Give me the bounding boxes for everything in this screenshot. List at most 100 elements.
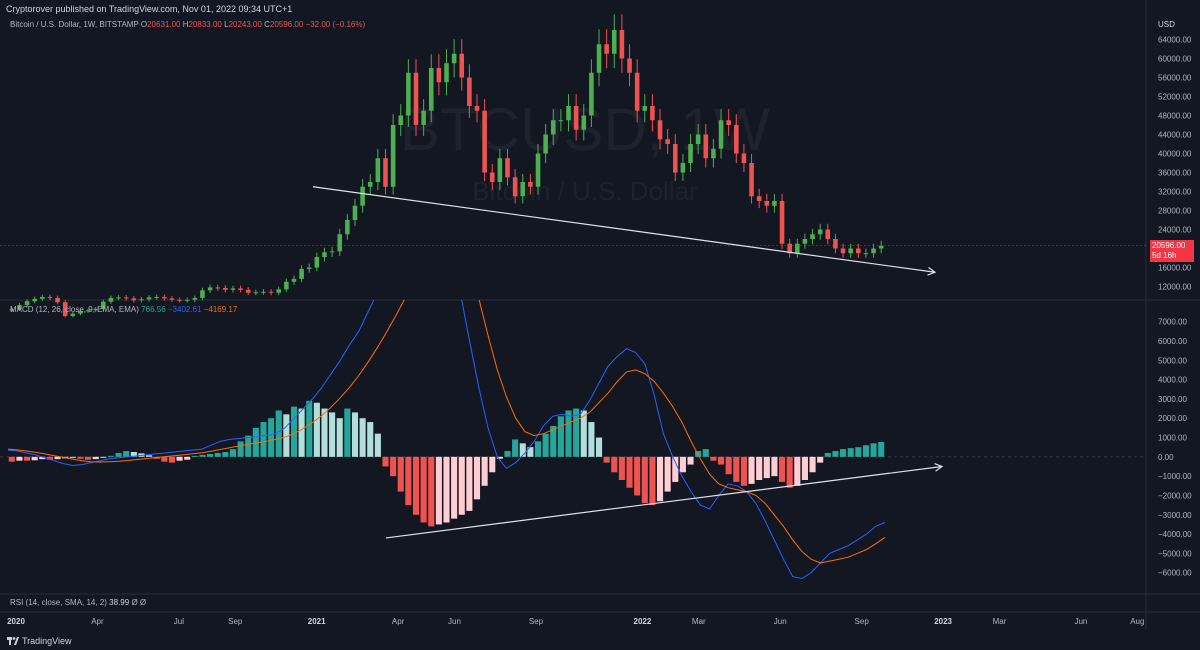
footer-bar: TradingView (0, 632, 1200, 650)
macd-histogram-bar (672, 456, 679, 482)
macd-histogram-bar (130, 452, 137, 457)
candle-body (238, 288, 243, 290)
candle-body (200, 290, 205, 298)
macd-axis-tick: 6000.00 (1158, 337, 1187, 346)
price-axis-tick: 48000.00 (1158, 112, 1192, 121)
symbol-legend[interactable]: Bitcoin / U.S. Dollar, 1W, BITSTAMP O206… (10, 20, 365, 29)
candle-body (871, 248, 876, 254)
macd-histogram-bar (39, 456, 46, 460)
time-axis-tick: Jun (448, 617, 461, 626)
macd-histogram-bar (222, 452, 229, 457)
candle-body (32, 298, 37, 302)
price-trendline-arrow (927, 267, 937, 276)
macd-histogram-bar (664, 456, 671, 492)
macd-histogram-bar (329, 412, 336, 457)
time-axis-tick: Sep (855, 617, 870, 626)
candle-body (421, 110, 426, 125)
candle-body (520, 182, 526, 197)
macd-histogram-bar (245, 435, 252, 457)
candle-body (596, 44, 602, 73)
macd-histogram-bar (527, 447, 534, 457)
macd-histogram-bar (557, 416, 564, 457)
candle-body (146, 297, 152, 300)
macd-histogram-bar (496, 456, 503, 459)
candle-body (718, 120, 724, 149)
candle-body (413, 72, 419, 125)
macd-histogram-bar (16, 456, 23, 461)
macd-histogram-bar (786, 456, 793, 488)
candle-body (817, 229, 823, 235)
macd-histogram-bar (252, 427, 259, 457)
macd-histogram-bar (428, 456, 435, 527)
macd-axis-tick: 3000.00 (1158, 395, 1187, 404)
macd-histogram-bar (283, 414, 290, 457)
candle-body (108, 297, 114, 302)
macd-signal-value: −4169.17 (203, 305, 238, 314)
macd-histogram-bar (626, 456, 633, 488)
macd-histogram-bar (656, 456, 664, 502)
candle-body (779, 201, 785, 244)
candle-body (474, 106, 480, 111)
macd-histogram-bar (458, 456, 465, 515)
macd-histogram-bar (275, 410, 282, 457)
macd-histogram-bar (184, 456, 191, 460)
macd-histogram-bar (679, 456, 686, 473)
macd-histogram-bar (100, 456, 107, 458)
macd-histogram-bar (550, 425, 557, 457)
high-label: H (182, 20, 189, 29)
macd-histogram-bar (504, 451, 511, 457)
candle-body (688, 144, 693, 163)
tradingview-logo-icon (7, 637, 19, 645)
macd-histogram-bar (176, 456, 183, 461)
time-axis-tick: Mar (692, 617, 706, 626)
macd-legend[interactable]: MACD (12, 26, close, 9, EMA, EMA) 766.56… (10, 305, 237, 314)
macd-histogram-bar (313, 402, 320, 457)
macd-histogram-bar (641, 456, 648, 504)
macd-histogram-bar (512, 439, 519, 457)
macd-histogram-bar (817, 456, 824, 463)
macd-histogram-bar (649, 456, 656, 506)
candle-body (840, 248, 846, 254)
candle-body (657, 120, 663, 140)
candle-body (451, 53, 457, 64)
rsi-legend[interactable]: RSI (14, close, SMA, 14, 2) 38.99 Ø Ø (10, 598, 146, 607)
macd-histogram-value: 766.56 (141, 305, 166, 314)
candle-body (627, 58, 632, 73)
macd-axis-tick: −2000.00 (1158, 491, 1192, 500)
candle-body (154, 296, 159, 298)
candle-body (207, 287, 213, 291)
macd-histogram-bar (397, 456, 404, 492)
candle-body (276, 289, 282, 293)
candle-body (192, 297, 198, 300)
candle-body (131, 298, 137, 301)
candle-body (245, 289, 251, 293)
macd-histogram-bar (717, 456, 725, 465)
candle-body (261, 291, 266, 293)
candle-body (101, 301, 106, 309)
candle-body (749, 163, 754, 197)
time-axis-tick: Sep (529, 617, 544, 626)
macd-histogram-bar (420, 456, 427, 523)
rsi-extra: Ø Ø (131, 598, 147, 607)
macd-axis-tick: 4000.00 (1158, 376, 1187, 385)
macd-histogram-bar (443, 456, 450, 523)
macd-histogram-bar (344, 408, 351, 457)
close-label: C (264, 20, 270, 29)
time-axis-tick: Apr (91, 617, 104, 626)
candle-body (764, 201, 770, 206)
candle-body (345, 220, 350, 235)
candle-body (642, 106, 648, 111)
macd-axis-tick: 1000.00 (1158, 434, 1187, 443)
macd-histogram-bar (168, 456, 176, 463)
close-value: 20596.00 (269, 20, 304, 29)
candle-body (611, 30, 617, 54)
price-axis-tick: 32000.00 (1158, 188, 1192, 197)
macd-histogram-bar (31, 456, 38, 461)
time-axis-tick: 2022 (634, 617, 652, 626)
candle-body (878, 245, 884, 249)
candle-body (177, 299, 182, 301)
macd-histogram-bar (801, 456, 808, 480)
candle-body (672, 144, 678, 173)
macd-histogram-bar (565, 410, 572, 457)
